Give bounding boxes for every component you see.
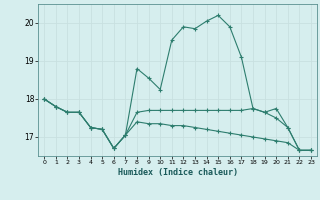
X-axis label: Humidex (Indice chaleur): Humidex (Indice chaleur) (118, 168, 238, 177)
